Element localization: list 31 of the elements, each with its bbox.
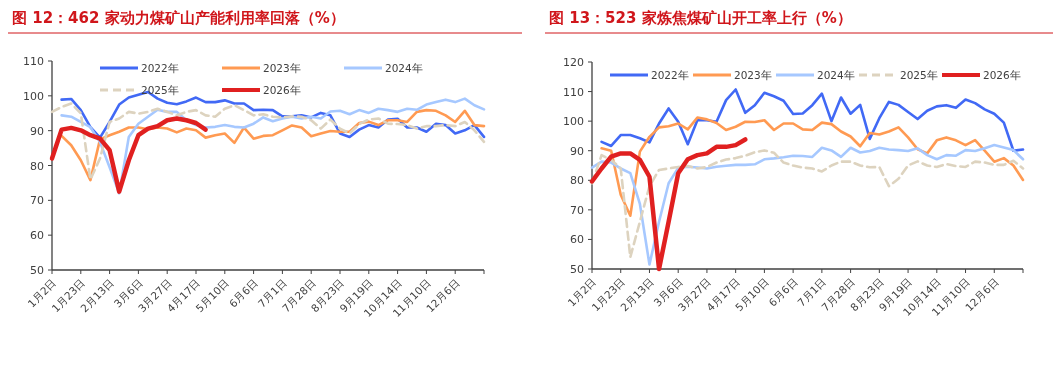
line-series [49, 116, 208, 194]
legend-label: 2022年 [141, 62, 179, 74]
y-tick-label: 70 [570, 203, 584, 217]
y-tick-label: 50 [30, 264, 44, 277]
y-tick-label: 80 [30, 159, 44, 173]
line-series [600, 88, 1025, 153]
y-tick-label: 60 [570, 233, 584, 247]
legend-label: 2025年 [900, 69, 938, 81]
y-tick-label: 100 [23, 89, 44, 103]
y-tick-label: 110 [563, 85, 584, 99]
y-tick-label: 120 [563, 56, 584, 69]
legend-label: 2023年 [734, 69, 772, 81]
legend-label: 2026年 [983, 69, 1021, 81]
y-tick-label: 90 [30, 124, 44, 138]
legend-label: 2026年 [263, 84, 301, 96]
y-tick-label: 60 [30, 229, 44, 243]
legend-label: 2024年 [817, 69, 855, 81]
line-series [600, 116, 1025, 218]
legend-label: 2022年 [651, 69, 689, 81]
chart-title: 图 13：523 家炼焦煤矿山开工率上行（%） [549, 9, 852, 27]
y-tick-label: 90 [570, 144, 584, 158]
legend-label: 2023年 [263, 62, 301, 74]
chart-title: 图 12：462 家动力煤矿山产能利用率回落（%） [12, 9, 345, 27]
legend-label: 2024年 [385, 62, 423, 74]
y-tick-label: 100 [563, 115, 584, 129]
y-tick-label: 50 [570, 263, 584, 276]
line-series [589, 137, 748, 272]
y-tick-label: 70 [30, 194, 44, 208]
y-tick-label: 80 [570, 174, 584, 188]
y-tick-label: 110 [23, 55, 44, 68]
legend-label: 2025年 [141, 84, 179, 96]
